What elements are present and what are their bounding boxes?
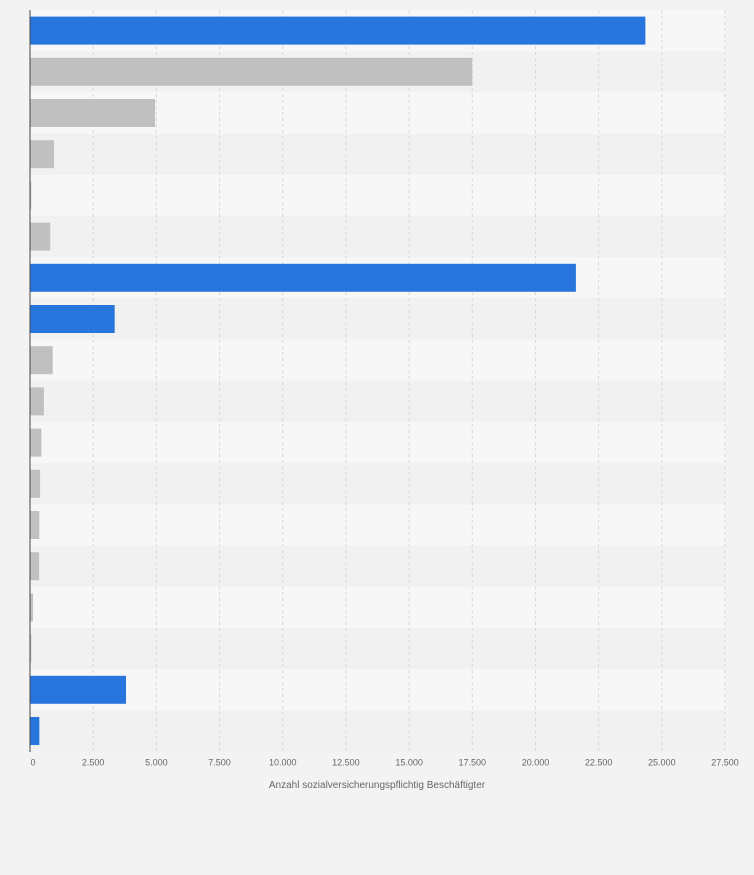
bar[interactable]: [30, 222, 51, 251]
bar[interactable]: [30, 552, 40, 581]
bar[interactable]: [30, 634, 32, 663]
bar[interactable]: [30, 469, 41, 498]
row-bands: [30, 10, 725, 752]
x-axis-title: Anzahl sozialversicherungspflichtig Besc…: [269, 780, 486, 791]
bar[interactable]: [30, 57, 473, 86]
x-tick-label: 27.500: [711, 758, 739, 768]
row-band: [30, 298, 725, 340]
row-band: [30, 545, 725, 587]
row-band: [30, 669, 725, 711]
row-band: [30, 504, 725, 546]
bar[interactable]: [30, 387, 44, 416]
row-band: [30, 628, 725, 670]
row-band: [30, 710, 725, 752]
bar[interactable]: [30, 181, 32, 210]
bar[interactable]: [30, 593, 34, 622]
bar[interactable]: [30, 428, 42, 457]
x-tick-label: 5.000: [145, 758, 168, 768]
x-tick-label: 10.000: [269, 758, 297, 768]
row-band: [30, 463, 725, 505]
x-tick-label: 25.000: [648, 758, 676, 768]
row-band: [30, 133, 725, 175]
x-tick-label: 2.500: [82, 758, 105, 768]
bar[interactable]: [30, 346, 53, 375]
bars: [30, 16, 646, 745]
x-tick-label: 0: [30, 758, 35, 768]
bar[interactable]: [30, 675, 127, 704]
x-tick-label: 17.500: [459, 758, 487, 768]
x-tick-labels: 0 2.500 5.000 7.500 10.000 12.500 15.000 17.500…: [30, 758, 738, 768]
row-band: [30, 380, 725, 422]
row-band: [30, 586, 725, 628]
x-tick-label: 12.500: [332, 758, 360, 768]
bar[interactable]: [30, 717, 40, 745]
x-tick-label: 22.500: [585, 758, 613, 768]
row-band: [30, 339, 725, 381]
x-tick-label: 20.000: [522, 758, 550, 768]
grid-lines: [92, 10, 726, 752]
bar[interactable]: [30, 16, 646, 45]
row-band: [30, 422, 725, 464]
bar[interactable]: [30, 511, 40, 539]
row-band: [30, 216, 725, 258]
x-tick-label: 15.000: [395, 758, 423, 768]
bar[interactable]: [30, 99, 156, 127]
bar[interactable]: [30, 263, 576, 292]
x-tick-label: 7.500: [208, 758, 231, 768]
row-band: [30, 174, 725, 216]
bar[interactable]: [30, 305, 115, 333]
bar[interactable]: [30, 140, 55, 169]
